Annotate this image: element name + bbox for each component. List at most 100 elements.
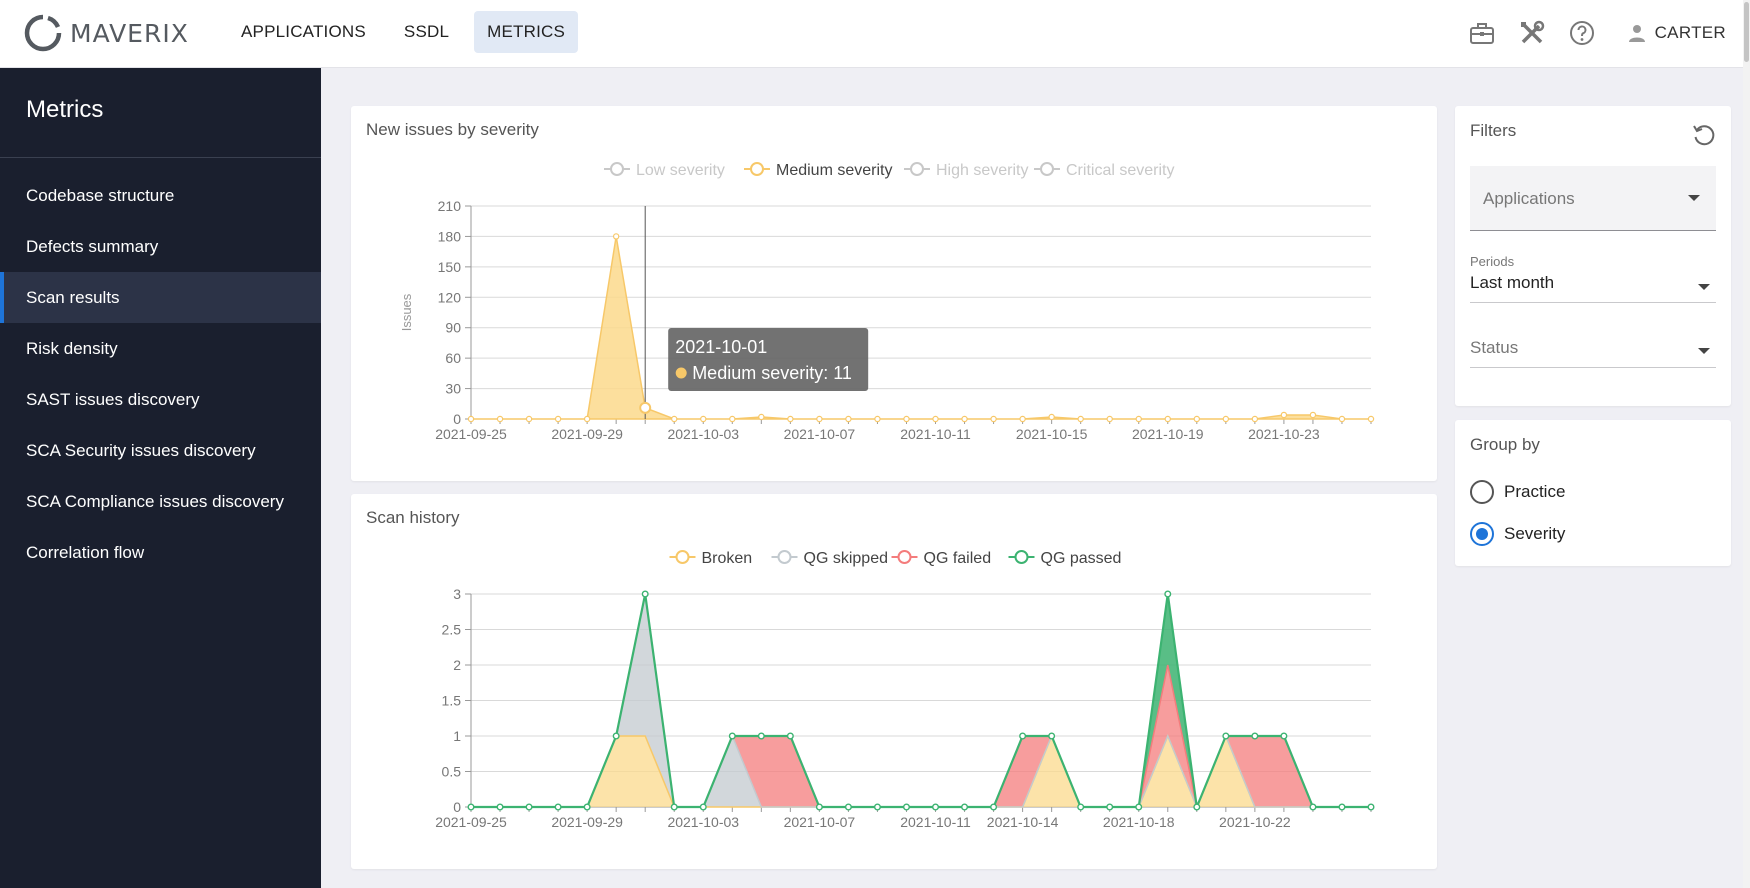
data-point (1280, 411, 1288, 419)
legend-item[interactable]: High severity (904, 162, 1028, 179)
refresh-icon[interactable] (1691, 122, 1717, 153)
data-point (699, 803, 707, 811)
data-point (787, 415, 794, 423)
sidebar-item-risk-density[interactable]: Risk density (26, 338, 118, 358)
sidebar-item-codebase-structure[interactable]: Codebase structure (26, 185, 175, 205)
sidebar-item-sca-compliance-issues-discovery[interactable]: SCA Compliance issues discovery (26, 491, 284, 511)
x-tick-label: 2021-10-22 (1219, 814, 1291, 830)
radio-button-practice[interactable] (1470, 480, 1494, 504)
legend-label: QG failed (924, 550, 992, 567)
x-tick-label: 2021-10-18 (1103, 814, 1175, 830)
user-icon (1628, 25, 1645, 42)
scrollbar-thumb[interactable] (1744, 2, 1749, 62)
x-tick-label: 2021-10-11 (900, 814, 971, 830)
data-point (786, 732, 794, 740)
data-point (641, 590, 649, 598)
tooltip: 2021-10-01 Medium severity: 11 (668, 328, 869, 391)
data-point (1338, 415, 1346, 423)
chevron-down-icon (1698, 284, 1710, 290)
radio-severity[interactable]: Severity (1470, 522, 1565, 546)
periods-select[interactable]: Periods Last month (1470, 254, 1716, 303)
radio-label-practice: Practice (1504, 482, 1566, 501)
data-point (496, 415, 504, 423)
new-issues-chart[interactable]: New issues by severity Low severity Medium… (351, 106, 1437, 481)
scan-history-chart[interactable]: Scan history Broken QG skipped QG failed QG … (351, 494, 1437, 869)
series-line (471, 593, 1371, 812)
legend-item[interactable]: QG skipped (771, 550, 888, 567)
legend-label: Critical severity (1066, 162, 1174, 179)
y-tick-label: 30 (445, 381, 461, 397)
data-point (671, 415, 678, 423)
radio-button-severity[interactable] (1470, 522, 1494, 546)
sidebar-item-sca-security-issues-discovery[interactable]: SCA Security issues discovery (26, 440, 256, 460)
legend-item[interactable]: Broken (669, 550, 753, 567)
data-point (874, 415, 881, 423)
filters-title: Filters (1470, 121, 1517, 140)
briefcase-icon[interactable] (1467, 18, 1497, 48)
status-placeholder: Status (1470, 338, 1716, 368)
sidebar-item-sast-issues-discovery[interactable]: SAST issues discovery (26, 389, 200, 409)
data-point (1367, 803, 1375, 811)
chart-title: New issues by severity (366, 120, 539, 139)
legend-label: High severity (936, 162, 1028, 179)
legend-item[interactable]: Critical severity (1034, 162, 1174, 179)
y-tick-label: 120 (438, 289, 462, 305)
x-tick-label: 2021-09-29 (551, 426, 623, 442)
nav-metrics[interactable]: METRICS (474, 11, 579, 53)
top-bar: MAVERIX APPLICATIONS SSDL METRICS CARTER (0, 0, 1750, 68)
applications-select[interactable]: Applications (1470, 166, 1716, 231)
data-point (1077, 803, 1085, 811)
legend-item[interactable]: QG passed (1008, 550, 1122, 567)
data-point (844, 803, 852, 811)
tooltip-box (668, 328, 869, 391)
nav-ssdl[interactable]: SSDL (403, 22, 450, 41)
legend-item[interactable]: QG failed (891, 550, 992, 567)
tooltip-dot-icon (675, 367, 687, 379)
data-point (1106, 415, 1113, 423)
page-scrollbar[interactable] (1743, 0, 1750, 888)
group-by-panel: Group by Practice Severity (1455, 420, 1731, 566)
data-point (1164, 590, 1172, 598)
legend-item[interactable]: Medium severity (744, 162, 892, 179)
data-point (758, 413, 765, 421)
data-point (1193, 803, 1201, 811)
help-icon[interactable] (1567, 18, 1597, 48)
data-point (1222, 415, 1230, 423)
sidebar-item-correlation-flow[interactable]: Correlation flow (26, 542, 145, 562)
sidebar-item-scan-results[interactable]: Scan results (0, 272, 321, 323)
data-point (990, 803, 998, 811)
y-tick-label: 3 (453, 586, 461, 602)
legend-marker-icon (750, 162, 764, 176)
data-point (1309, 803, 1317, 811)
legend-marker-icon (1014, 550, 1029, 564)
legend-label: Broken (702, 550, 753, 567)
tooltip-value: Medium severity: 11 (692, 363, 852, 383)
x-tick-label: 2021-10-23 (1248, 426, 1320, 442)
data-point (496, 803, 504, 811)
status-select[interactable]: Status (1470, 334, 1716, 368)
y-axis-label: Issues (399, 293, 414, 331)
user-menu[interactable]: CARTER (1627, 23, 1726, 43)
x-tick-label: 2021-09-25 (435, 814, 507, 830)
data-point (1338, 803, 1346, 811)
radio-label-severity: Severity (1504, 524, 1566, 543)
data-point (961, 415, 968, 423)
data-point (1135, 415, 1142, 423)
series-area-qg-failed (471, 594, 1371, 807)
data-point (612, 233, 620, 240)
data-point (1193, 415, 1201, 423)
radio-practice[interactable]: Practice (1470, 480, 1565, 504)
y-tick-label: 60 (445, 350, 461, 366)
data-point (583, 803, 591, 811)
sidebar-item-defects-summary[interactable]: Defects summary (26, 236, 159, 256)
tools-icon[interactable] (1517, 18, 1547, 48)
data-point (467, 415, 475, 423)
legend-item[interactable]: Low severity (604, 162, 725, 179)
data-point (1048, 732, 1056, 740)
logo[interactable]: MAVERIX (24, 14, 189, 52)
nav-applications[interactable]: APPLICATIONS (241, 22, 366, 41)
data-point (1019, 415, 1026, 423)
legend-marker-icon (610, 162, 624, 176)
data-point (729, 415, 736, 423)
filters-panel: Filters Applications Periods Last month … (1455, 106, 1731, 406)
